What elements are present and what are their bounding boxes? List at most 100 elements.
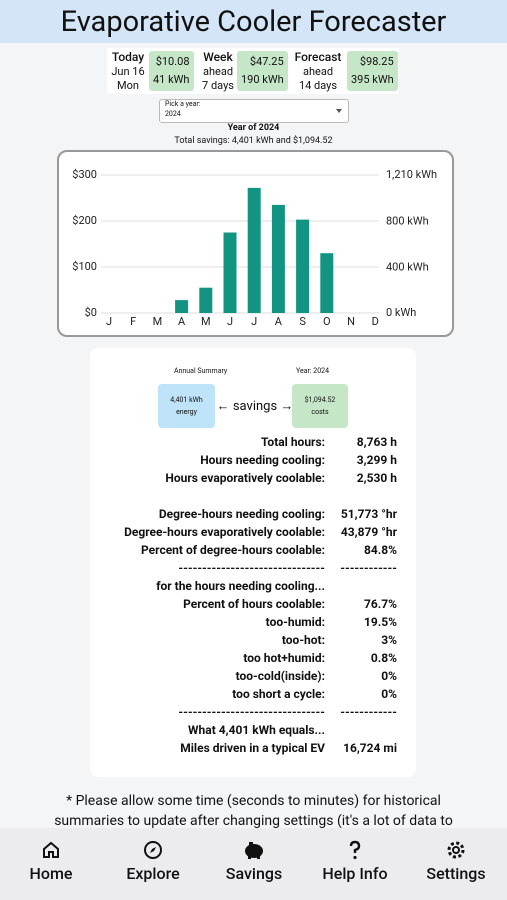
row-value: 51,773 °hr xyxy=(340,507,397,521)
row-value: ------------ xyxy=(340,705,397,719)
stat-line: Mon xyxy=(117,79,139,92)
stats-bar: Today Jun 16 Mon $10.08 41 kWh Week ahead 7 d… xyxy=(107,48,399,94)
dropdown-arrow xyxy=(336,109,342,113)
x-tick-label: J xyxy=(106,315,112,328)
stat-line: 14 days xyxy=(298,79,338,92)
bar xyxy=(271,204,285,313)
stat-line: Jun 16 xyxy=(111,65,145,78)
bar xyxy=(247,187,261,313)
chart-subtitle: Total savings: 4,401 kWh and $1,094.52 xyxy=(174,136,333,146)
row-label: Hours needing cooling: xyxy=(200,453,325,467)
row-value: 0.8% xyxy=(370,651,397,665)
stat-line: 7 days xyxy=(202,79,234,92)
row-label: Degree-hours evaporatively coolable: xyxy=(124,525,325,539)
summary-row: Hours needing cooling: 3,299 h xyxy=(90,453,416,471)
row-label: Miles driven in a typical EV xyxy=(180,741,325,755)
nav-label: Settings xyxy=(426,864,486,883)
stat-money: $10.08 xyxy=(155,55,190,68)
energy-value: 4,401 kWh xyxy=(170,396,203,404)
row-label: too short a cycle: xyxy=(232,687,325,701)
row-value: 8,763 h xyxy=(356,435,397,449)
home-icon xyxy=(43,841,59,858)
row-value: 0% xyxy=(381,669,397,683)
row-value: 43,879 °hr xyxy=(340,525,397,539)
nav-label: Home xyxy=(29,864,73,883)
row-value: 3% xyxy=(381,633,397,647)
summary-row: too-hot: 3% xyxy=(90,633,416,651)
nav-item[interactable]: Savings xyxy=(204,828,304,883)
stat-labels: Today Jun 16 Mon xyxy=(109,50,147,93)
row-label: What 4,401 kWh equals... xyxy=(188,723,325,737)
x-tick-label: N xyxy=(347,315,355,328)
chart-title: Year of 2024 xyxy=(227,123,280,133)
x-tick-label: F xyxy=(130,315,136,328)
row-label: Hours evaporatively coolable: xyxy=(165,471,325,485)
y2-tick-label: 0 kWh xyxy=(386,306,416,319)
y2-tick-label: 1,210 kWh xyxy=(386,168,437,181)
row-value: 76.7% xyxy=(363,597,397,611)
x-tick-label: M xyxy=(153,315,163,328)
savings-icon xyxy=(245,842,263,859)
cost-caption: costs xyxy=(311,408,329,416)
summary-row: Degree-hours evaporatively coolable: 43,8… xyxy=(90,525,416,543)
nav-item[interactable]: Settings xyxy=(406,828,506,883)
summary-card: Annual Summary Year: 2024 4,401 kWh energ… xyxy=(90,348,416,777)
x-tick-label: J xyxy=(227,315,233,328)
energy-caption: energy xyxy=(176,408,197,416)
bottom-nav: Home Explore Savings Help Info Settings xyxy=(0,828,507,900)
stat-line: ahead xyxy=(202,65,234,78)
row-label: ------------------------------- xyxy=(178,561,325,575)
chart: $0 $100 $200 $300 0 kWh 400 kWh 800 kWh 1,210 k… xyxy=(72,168,437,328)
bar xyxy=(320,253,334,313)
summary-row: too hot+humid: 0.8% xyxy=(90,651,416,669)
row-label: Percent of hours coolable: xyxy=(183,597,325,611)
summary-row: Degree-hours needing cooling: 51,773 °hr xyxy=(90,507,416,525)
x-tick-label: M xyxy=(201,315,211,328)
stat-line: ahead xyxy=(302,65,334,78)
row-label: Percent of degree-hours coolable: xyxy=(141,543,325,557)
stat-label: Week xyxy=(203,50,233,64)
summary-row: ------------------------------- ---------… xyxy=(90,705,416,723)
chart-frame: $0 $100 $200 $300 0 kWh 400 kWh 800 kWh 1,210 k… xyxy=(57,150,454,337)
row-value: 84.8% xyxy=(363,543,397,557)
summary-row: too-cold(inside): 0% xyxy=(90,669,416,687)
row-label: Degree-hours needing cooling: xyxy=(158,507,325,521)
summary-caption: Year: 2024 xyxy=(296,367,330,375)
stat-values: $98.25 395 kWh xyxy=(347,51,398,91)
x-tick-label: D xyxy=(372,315,379,328)
y-tick-label: $300 xyxy=(72,168,97,181)
year-picker[interactable]: Pick a year: 2024 xyxy=(159,99,349,123)
x-tick-label: A xyxy=(178,315,186,328)
bar xyxy=(223,232,237,313)
summary-row: too-humid: 19.5% xyxy=(90,615,416,633)
stat-values: $47.25 190 kWh xyxy=(237,51,288,91)
picker-label: Pick a year: xyxy=(165,100,201,108)
nav-label: Help Info xyxy=(322,864,388,883)
row-value: 19.5% xyxy=(363,615,397,629)
nav-label: Explore xyxy=(126,864,180,883)
stat-values: $10.08 41 kWh xyxy=(149,51,194,91)
stat-money: $98.25 xyxy=(359,55,394,68)
picker-value: 2024 xyxy=(165,110,181,118)
y2-tick-label: 400 kWh xyxy=(386,260,429,273)
row-label: ------------------------------- xyxy=(178,705,325,719)
nav-label: Savings xyxy=(225,864,283,883)
stat-labels: Forecast ahead 14 days xyxy=(294,50,342,93)
x-tick-label: A xyxy=(275,315,283,328)
y-tick-label: $200 xyxy=(72,214,97,227)
nav-item[interactable]: Home xyxy=(1,828,101,883)
note: * Please allow some time (seconds to min… xyxy=(54,793,453,829)
y2-tick-label: 800 kWh xyxy=(386,215,429,228)
summary-row: Hours evaporatively coolable: 2,530 h xyxy=(90,471,416,489)
summary-row: for the hours needing cooling... xyxy=(90,579,416,597)
stat-energy: 190 kWh xyxy=(241,73,284,86)
settings-icon xyxy=(447,841,465,859)
stat-energy: 41 kWh xyxy=(153,73,190,86)
summary-caption: Annual Summary xyxy=(174,367,228,375)
row-label: too-humid: xyxy=(265,615,325,629)
nav-item[interactable]: Help Info xyxy=(305,828,405,883)
nav-item[interactable]: Explore xyxy=(103,828,203,883)
energy-box: 4,401 kWh energy xyxy=(158,384,215,428)
x-tick-label: O xyxy=(323,315,331,328)
